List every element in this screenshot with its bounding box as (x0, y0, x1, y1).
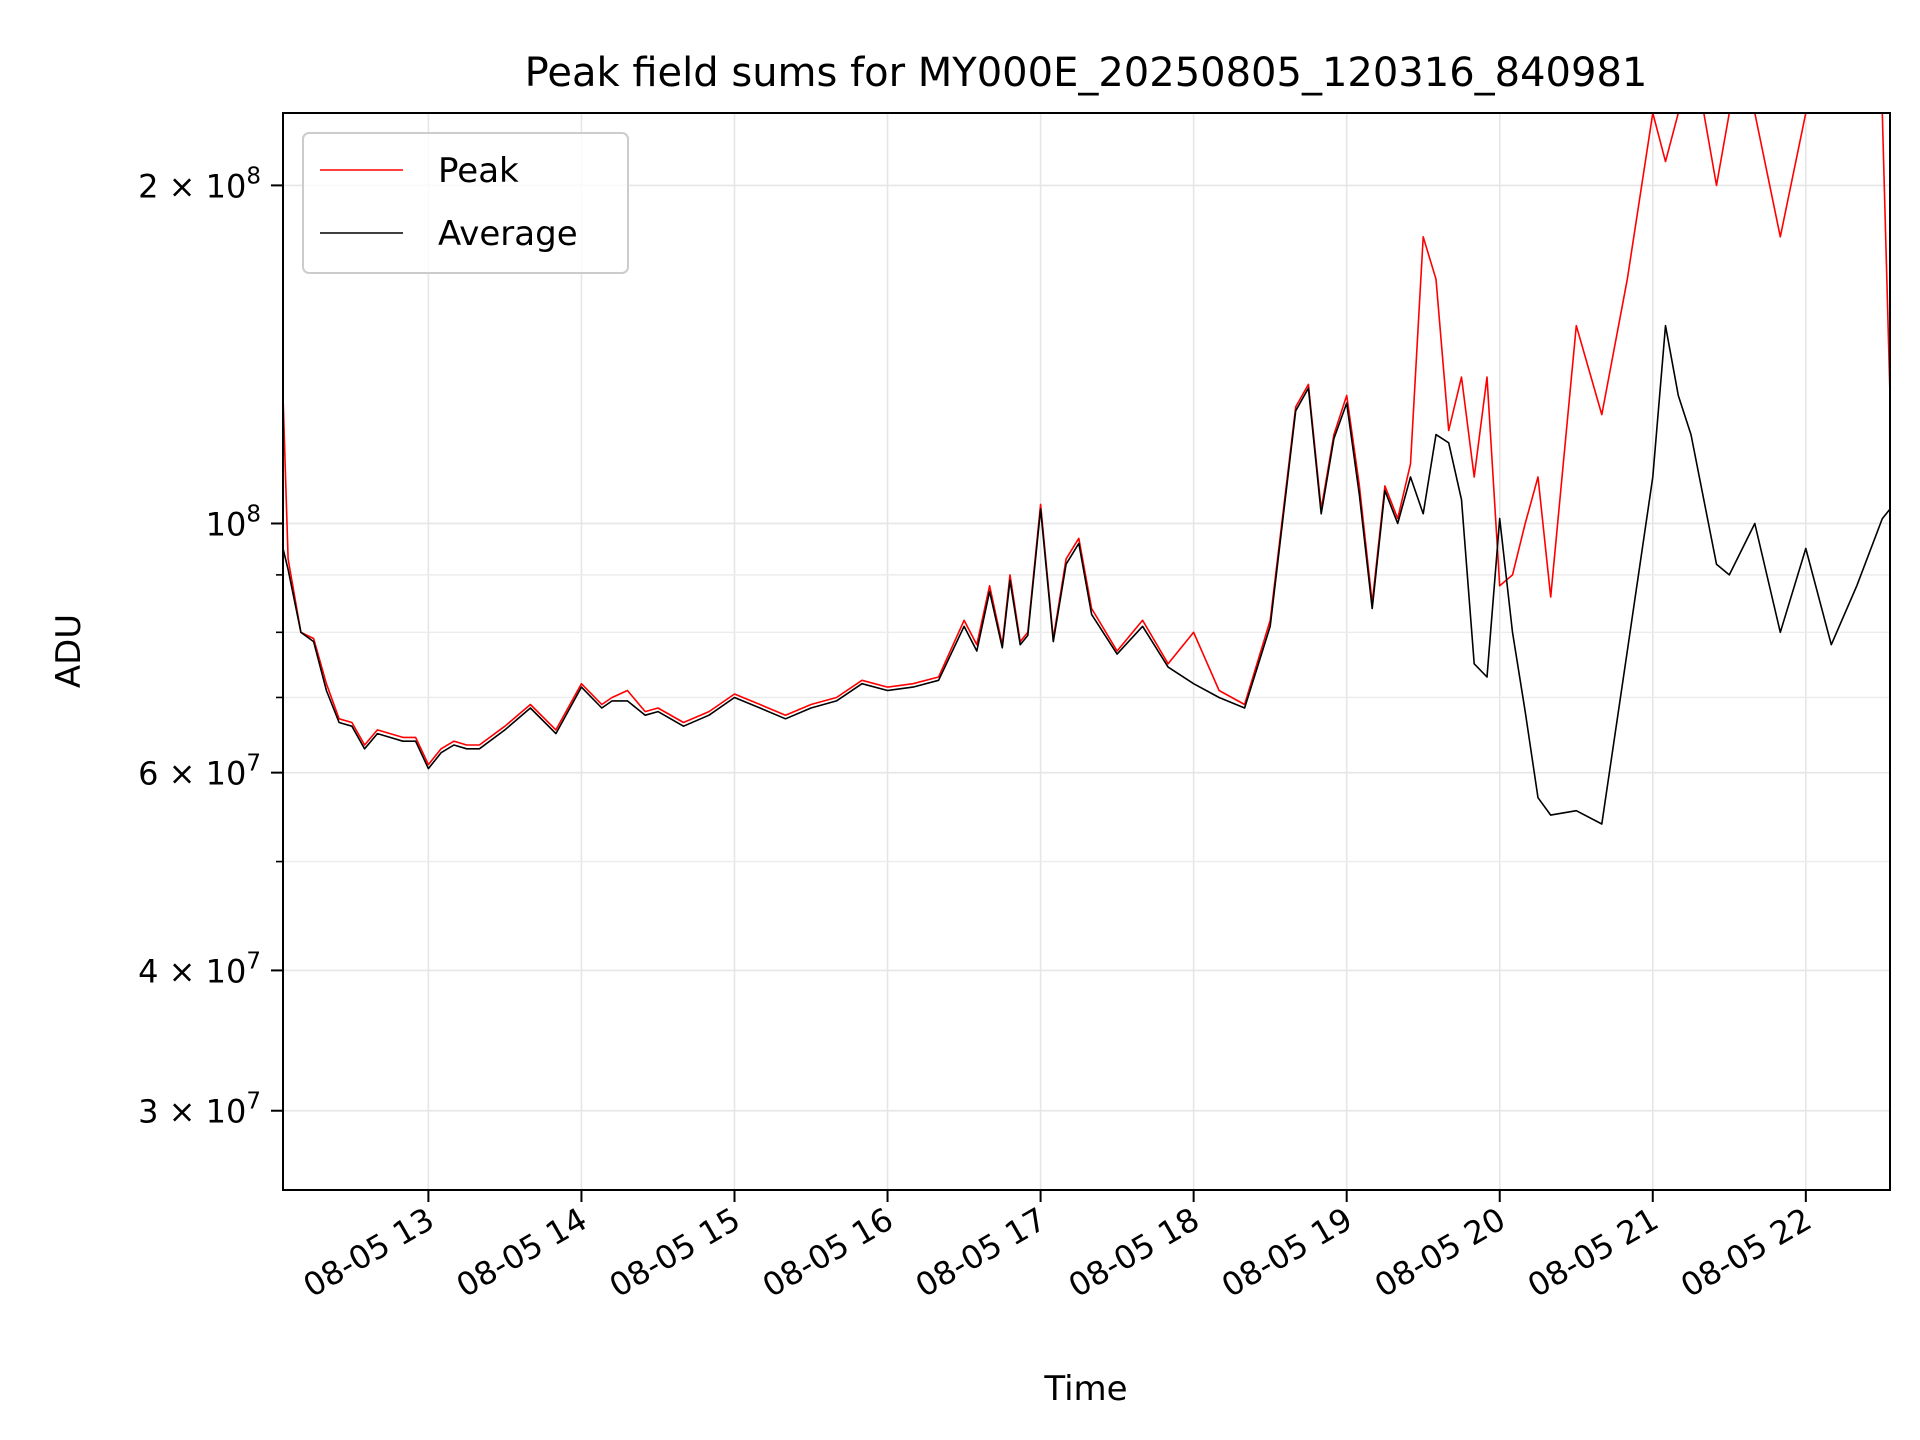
chart-title: Peak field sums for MY000E_20250805_1203… (525, 50, 1648, 96)
x-tick-label: 08-05 21 (1521, 1200, 1665, 1305)
x-tick-label: 08-05 17 (909, 1200, 1053, 1305)
y-tick-label: 108 (206, 501, 261, 543)
series-line-average (283, 324, 1890, 825)
y-tick-label: 4 × 107 (138, 948, 261, 990)
x-tick-label: 08-05 18 (1062, 1200, 1206, 1305)
x-tick-label: 08-05 14 (450, 1200, 594, 1305)
x-tick-label: 08-05 13 (297, 1200, 441, 1305)
legend-box (302, 132, 629, 274)
y-axis-label: ADU (49, 614, 89, 688)
x-tick-label: 08-05 22 (1674, 1200, 1818, 1305)
legend-label-peak: Peak (438, 151, 519, 191)
grid-layer (283, 113, 1890, 1190)
legend: Peak Average (302, 132, 629, 274)
plot-frame (282, 112, 1891, 1191)
y-tick-label: 6 × 107 (138, 751, 261, 793)
x-tick-label: 08-05 16 (756, 1200, 900, 1305)
x-tick-label: 08-05 19 (1215, 1200, 1359, 1305)
y-tick-label: 2 × 108 (138, 163, 261, 205)
series-layer (283, 113, 1890, 825)
x-axis-label: Time (1043, 1369, 1127, 1409)
series-line-peak (283, 113, 1890, 766)
x-tick-label: 08-05 20 (1368, 1200, 1512, 1305)
legend-label-average: Average (438, 214, 578, 254)
y-tick-label: 3 × 107 (138, 1089, 261, 1131)
x-tick-label: 08-05 15 (603, 1200, 747, 1305)
